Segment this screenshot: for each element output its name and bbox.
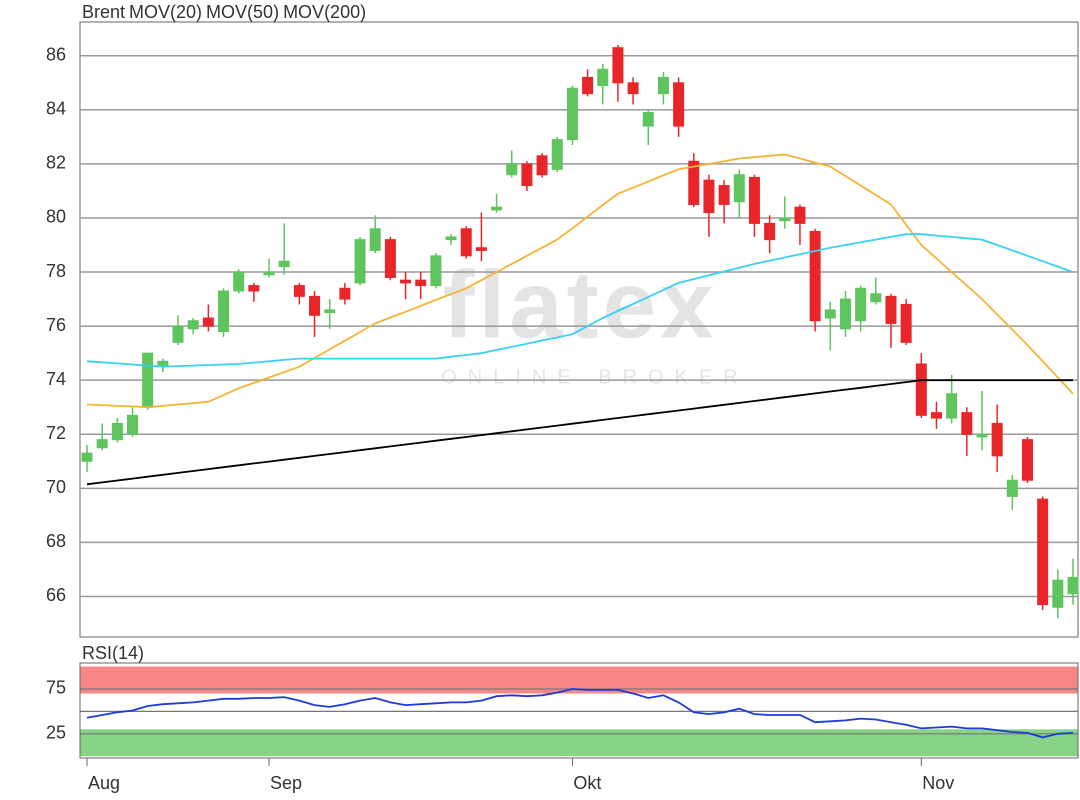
moving-average xyxy=(86,233,1074,368)
candle-body xyxy=(521,163,533,187)
candle-body xyxy=(1037,498,1049,606)
y-tick-label: 68 xyxy=(46,531,66,551)
candle-body xyxy=(900,303,912,343)
candle-body xyxy=(506,163,518,176)
candle-body xyxy=(415,279,427,287)
candle-body xyxy=(764,222,776,241)
candle-body xyxy=(309,295,321,316)
candle-body xyxy=(551,139,563,170)
candle-body xyxy=(202,317,214,327)
y-tick-label: 74 xyxy=(46,369,66,389)
candle-body xyxy=(991,422,1003,457)
legend-entry: RSI(14) xyxy=(82,643,144,663)
candle-body xyxy=(1067,577,1079,595)
candle-body xyxy=(187,320,199,330)
candle-body xyxy=(855,287,867,322)
x-tick-label: Sep xyxy=(270,773,302,793)
y-tick-label: 70 xyxy=(46,477,66,497)
candle-body xyxy=(1006,479,1018,497)
candle-body xyxy=(172,325,184,343)
legend-entry: MOV(50) xyxy=(206,2,279,22)
candle-body xyxy=(627,82,639,95)
candle-body xyxy=(566,87,578,141)
candle-body xyxy=(642,112,654,127)
candle-body xyxy=(263,271,275,276)
candle-body xyxy=(703,179,715,214)
rsi-panel xyxy=(79,662,1079,759)
moving-average xyxy=(86,379,1073,486)
candle-body xyxy=(657,76,669,95)
candle-body xyxy=(400,279,412,284)
candle-body xyxy=(748,176,760,224)
candle-body xyxy=(733,174,745,203)
candle-body xyxy=(930,412,942,419)
candle-body xyxy=(460,228,472,257)
candle-body xyxy=(491,206,503,211)
y-tick-label: 25 xyxy=(46,723,66,743)
candle-body xyxy=(430,255,442,287)
candle-body xyxy=(384,239,396,278)
legend-entry: Brent xyxy=(82,2,125,22)
watermark-logo: flatex xyxy=(443,251,718,358)
candle-body xyxy=(794,206,806,224)
candle-body xyxy=(445,236,457,241)
candle-body xyxy=(870,293,882,303)
candle-body xyxy=(1052,579,1064,608)
candle-body xyxy=(111,422,123,441)
candle-body xyxy=(369,228,381,251)
rsi-line xyxy=(86,688,1074,739)
candle-body xyxy=(293,285,305,297)
y-tick-label: 86 xyxy=(46,45,66,65)
legend-entry: MOV(20) xyxy=(129,2,202,22)
y-tick-label: 80 xyxy=(46,207,66,227)
y-tick-label: 82 xyxy=(46,153,66,173)
watermark-tagline: ONLINE BROKER xyxy=(441,366,748,388)
candle-body xyxy=(688,160,700,205)
x-tick-label: Aug xyxy=(88,773,120,793)
x-tick-label: Nov xyxy=(922,773,954,793)
candle-body xyxy=(354,239,366,284)
candle-body xyxy=(233,271,245,292)
y-tick-label: 76 xyxy=(46,315,66,335)
candle-body xyxy=(81,452,93,462)
y-tick-label: 72 xyxy=(46,423,66,443)
candle-body xyxy=(475,247,487,251)
moving-average xyxy=(86,153,1074,409)
candle-body xyxy=(915,363,927,416)
candle-body xyxy=(278,260,290,268)
candle-body xyxy=(946,393,958,419)
y-tick-label: 75 xyxy=(46,678,66,698)
candle-body xyxy=(248,285,260,292)
candle-body xyxy=(976,433,988,438)
legend-entry: MOV(200) xyxy=(283,2,366,22)
candle-body xyxy=(824,309,836,319)
y-tick-label: 84 xyxy=(46,99,66,119)
candle-body xyxy=(718,185,730,205)
candle-body xyxy=(536,155,548,176)
candle-body xyxy=(324,309,336,314)
price-panel xyxy=(79,21,1079,638)
candle-body xyxy=(1021,439,1033,481)
candle-body xyxy=(779,217,791,222)
candle-body xyxy=(673,82,685,127)
candle-body xyxy=(809,231,821,322)
candle-body xyxy=(582,76,594,95)
y-tick-label: 66 xyxy=(46,585,66,605)
y-tick-label: 78 xyxy=(46,261,66,281)
candle-body xyxy=(839,298,851,330)
candle-body xyxy=(218,290,230,333)
candle-body xyxy=(142,352,154,408)
candle-body xyxy=(127,414,139,435)
candle-body xyxy=(96,439,108,449)
candle-body xyxy=(339,287,351,300)
candle-body xyxy=(597,68,609,87)
x-tick-label: Okt xyxy=(573,773,601,793)
candle-body xyxy=(612,47,624,84)
candle-body xyxy=(885,295,897,324)
candle-body xyxy=(961,412,973,435)
